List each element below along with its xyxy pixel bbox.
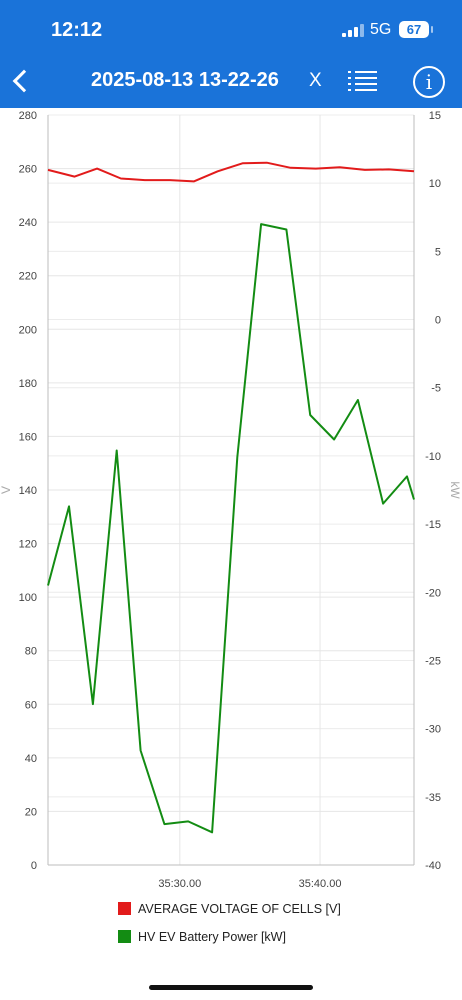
home-indicator <box>149 985 313 990</box>
info-icon[interactable]: i <box>413 66 445 98</box>
legend-item-voltage: AVERAGE VOLTAGE OF CELLS [V] <box>118 900 341 918</box>
left-tick-label: 200 <box>19 324 37 336</box>
page-title: 2025-08-13 13-22-26 <box>91 69 279 91</box>
series-line-voltage <box>47 161 415 183</box>
app-header: 12:12 5G 67 2025-08-13 13-22-26 X i <box>0 0 462 108</box>
x-tick-label: 35:40.00 <box>299 878 342 890</box>
left-tick-label: 40 <box>25 753 37 765</box>
right-tick-label: 15 <box>429 110 441 122</box>
x-tick-label: 35:30.00 <box>158 878 201 890</box>
right-tick-label: -15 <box>425 519 441 531</box>
right-tick-label: 0 <box>435 315 441 327</box>
right-tick-label: -10 <box>425 451 441 463</box>
right-tick-label: 5 <box>435 246 441 258</box>
left-tick-label: 60 <box>25 699 37 711</box>
status-time: 12:12 <box>51 19 103 41</box>
battery-icon: 67 <box>399 21 433 38</box>
left-tick-label: 120 <box>19 539 37 551</box>
left-tick-label: 220 <box>19 271 37 283</box>
left-tick-label: 80 <box>25 646 37 658</box>
right-tick-label: -5 <box>431 383 441 395</box>
right-tick-label: -25 <box>425 655 441 667</box>
right-axis-label: kW <box>448 481 462 499</box>
network-label: 5G <box>370 21 392 38</box>
series-line-power <box>47 223 415 834</box>
right-tick-label: 10 <box>429 178 441 190</box>
left-tick-label: 180 <box>19 378 37 390</box>
back-icon[interactable] <box>6 64 34 98</box>
left-tick-label: 0 <box>31 860 37 872</box>
legend-label-power: HV EV Battery Power [kW] <box>138 930 286 944</box>
chart: 020406080100120140160180200220240260280-… <box>0 110 462 890</box>
left-tick-label: 260 <box>19 164 37 176</box>
left-tick-label: 20 <box>25 806 37 818</box>
legend-swatch-power <box>118 930 131 943</box>
right-tick-label: -35 <box>425 792 441 804</box>
cellular-signal-icon <box>342 23 364 37</box>
legend-item-power: HV EV Battery Power [kW] <box>118 928 341 946</box>
left-tick-label: 160 <box>19 431 37 443</box>
legend-label-voltage: AVERAGE VOLTAGE OF CELLS [V] <box>138 902 341 916</box>
left-tick-label: 100 <box>19 592 37 604</box>
left-axis-label: V <box>0 486 13 494</box>
legend-swatch-voltage <box>118 902 131 915</box>
close-button[interactable]: X <box>309 70 322 91</box>
left-tick-label: 140 <box>19 485 37 497</box>
left-tick-label: 240 <box>19 217 37 229</box>
right-tick-label: -20 <box>425 587 441 599</box>
chart-legend: AVERAGE VOLTAGE OF CELLS [V] HV EV Batte… <box>118 900 341 956</box>
left-tick-label: 280 <box>19 110 37 122</box>
right-tick-label: -30 <box>425 724 441 736</box>
right-tick-label: -40 <box>425 860 441 872</box>
list-icon[interactable] <box>348 71 378 93</box>
